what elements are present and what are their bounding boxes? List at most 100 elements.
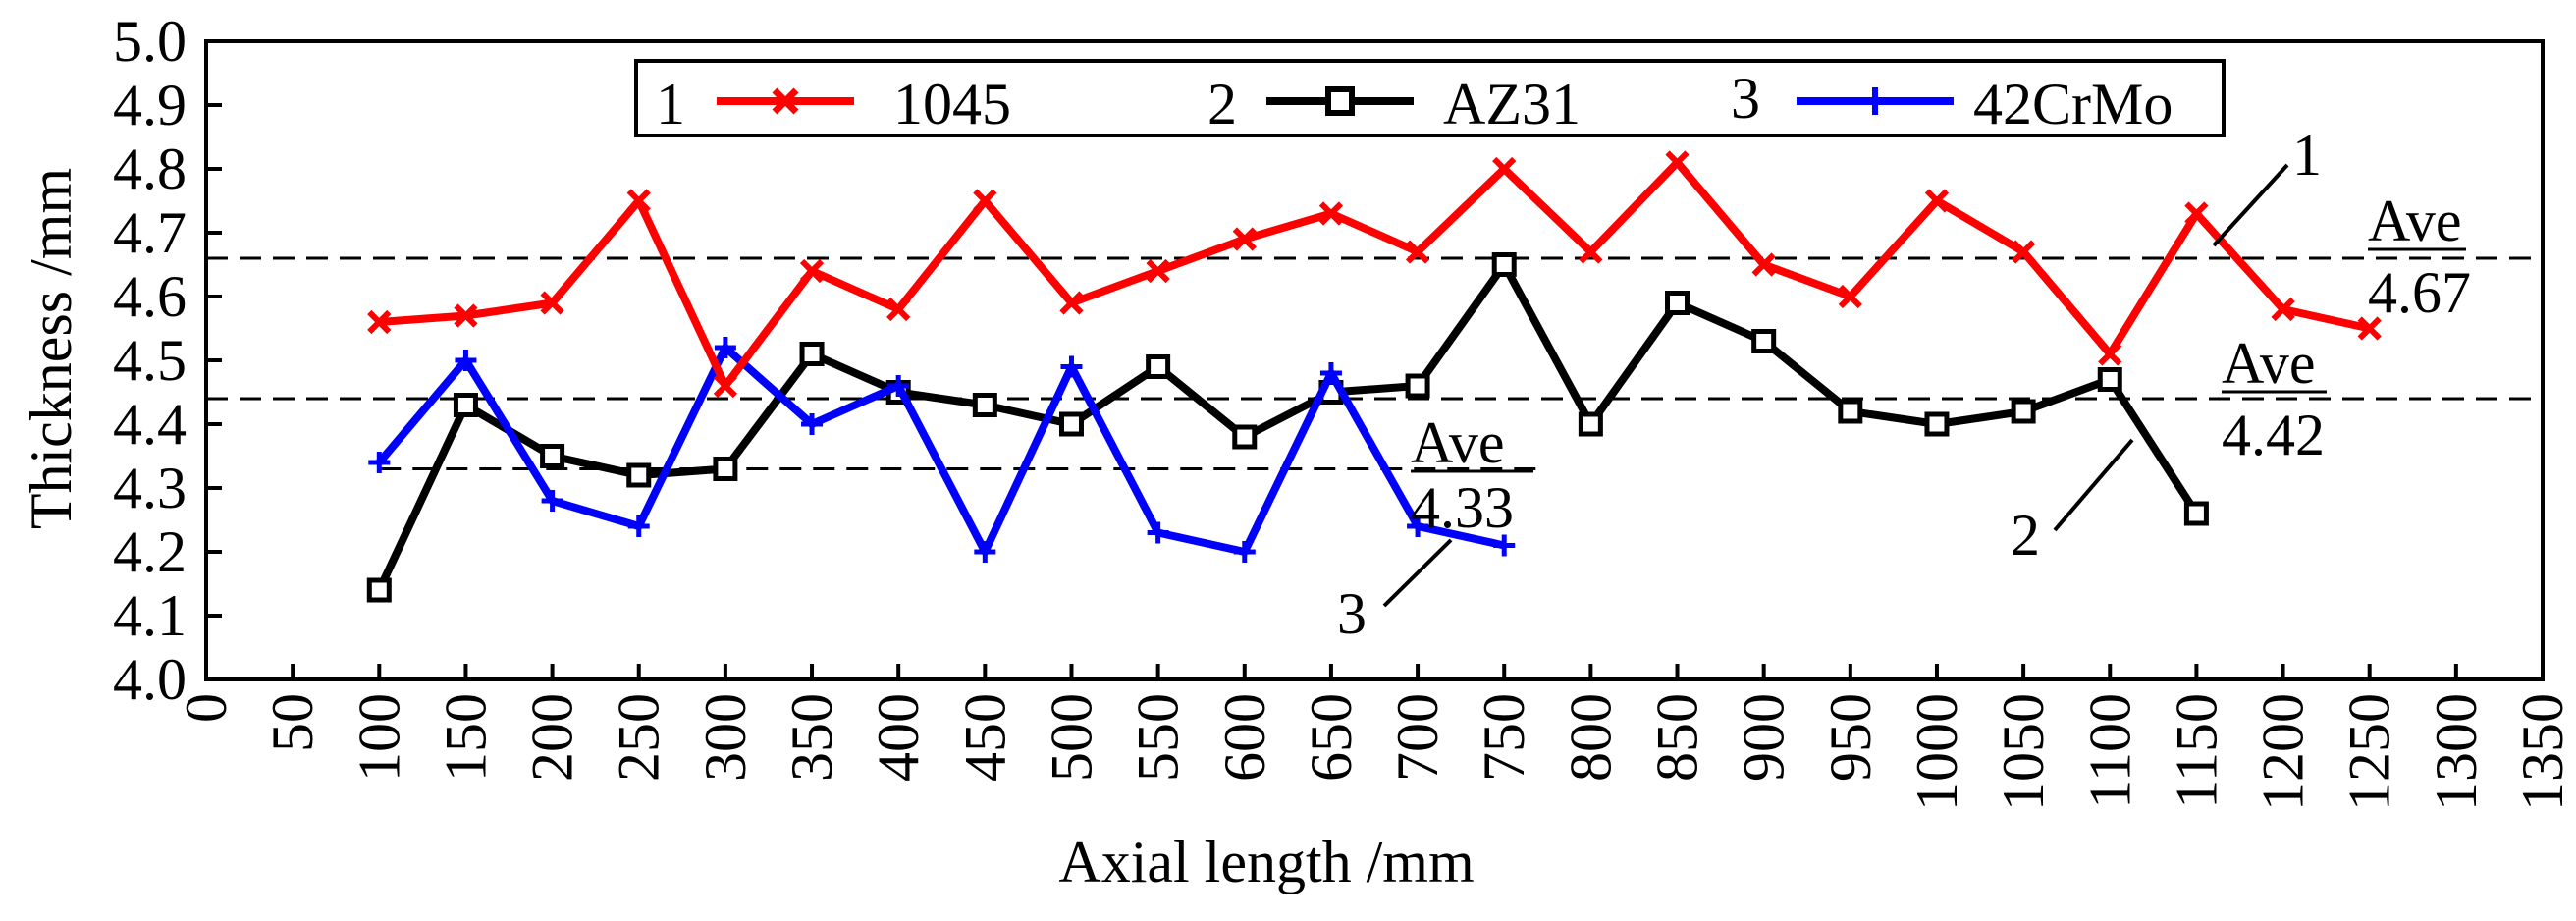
average-label-az31-title: Ave (2222, 331, 2316, 396)
x-tick-label: 600 (1212, 693, 1277, 782)
average-lines (206, 256, 2543, 470)
legend-series-1-label: 1045 (893, 72, 1011, 136)
average-label-42crmo-title: Ave (1411, 410, 1505, 475)
data-point-1045 (454, 303, 478, 328)
y-tick-label: 4.3 (113, 456, 187, 520)
callout-series-1-leader (2212, 163, 2289, 247)
marker-x-stroke (1146, 258, 1170, 284)
average-label-1045: Ave 4.67 (2368, 189, 2471, 325)
x-tick-label: 1050 (1991, 693, 2056, 811)
callout-series-3: 3 (1337, 538, 1453, 646)
marker-x-stroke (1665, 150, 1690, 175)
data-point-1045 (367, 309, 392, 335)
data-point-AZ31 (2011, 399, 2036, 424)
marker-x-stroke (2271, 297, 2295, 322)
x-tick-label: 900 (1732, 693, 1797, 782)
y-tick-label: 4.7 (113, 200, 187, 265)
data-point-AZ31 (1924, 411, 1950, 437)
data-point-1045 (2011, 240, 2036, 264)
x-tick-label: 800 (1558, 693, 1623, 782)
marker-x-stroke (1492, 156, 1517, 182)
data-point-AZ31 (366, 577, 392, 603)
marker-x-stroke (1059, 291, 1084, 315)
x-tick-label: 1150 (2164, 693, 2228, 809)
data-point-AZ31 (453, 393, 478, 417)
data-point-1045 (1318, 201, 1344, 226)
y-tick-label: 4.1 (113, 583, 187, 648)
y-tick-label: 4.9 (113, 73, 187, 137)
average-label-42crmo-value: 4.33 (1411, 475, 1514, 540)
data-point-AZ31 (1665, 291, 1690, 315)
legend-series-3-number: 3 (1731, 66, 1760, 131)
data-point-1045 (973, 189, 997, 213)
x-tick-label: 700 (1385, 693, 1450, 782)
data-point-42CrMo (801, 413, 824, 435)
callout-series-1: 1 (2212, 123, 2322, 247)
marker-x-stroke (2357, 316, 2382, 341)
y-tick-label: 4.8 (113, 136, 187, 201)
data-point-1045 (799, 258, 825, 284)
marker-x-stroke (2184, 201, 2209, 226)
y-axis-title: Thickness /mm (19, 168, 83, 529)
data-point-1045 (1579, 240, 1603, 264)
y-tick-label: 4.2 (113, 519, 187, 584)
x-tick-label: 300 (693, 693, 758, 782)
x-tick-label: 200 (520, 693, 585, 782)
data-point-42CrMo (1407, 515, 1429, 537)
data-point-42CrMo (1060, 355, 1083, 378)
marker-x-stroke (799, 258, 825, 284)
data-point-42CrMo (1233, 541, 1256, 563)
callout-series-2-label: 2 (2011, 503, 2040, 568)
legend-series-1-number: 1 (656, 72, 685, 136)
data-point-42CrMo (455, 350, 477, 371)
data-point-1045 (1751, 252, 1776, 277)
marker-x-stroke (454, 303, 478, 328)
data-point-AZ31 (626, 462, 652, 488)
callout-series-1-label: 1 (2292, 123, 2322, 188)
data-point-AZ31 (713, 457, 738, 481)
marker-x-stroke (1751, 252, 1776, 277)
data-point-AZ31 (1232, 424, 1258, 450)
data-point-AZ31 (2097, 367, 2122, 392)
data-point-AZ31 (1405, 373, 1430, 399)
data-point-AZ31 (1491, 252, 1517, 277)
x-tick-label: 150 (433, 693, 498, 782)
x-tick-label: 450 (952, 693, 1017, 782)
legend-box (634, 59, 2226, 137)
y-tick-label: 4.6 (113, 264, 187, 329)
data-point-AZ31 (1058, 411, 1084, 437)
legend: 1 1045 2 AZ31 3 42CrMo (634, 59, 2226, 137)
data-point-AZ31 (2183, 501, 2209, 526)
legend-series-1-marker-x-icon (772, 87, 799, 115)
data-point-AZ31 (799, 342, 825, 366)
x-tick-label: 100 (347, 693, 411, 782)
marker-x-stroke (1232, 227, 1257, 251)
marker-x-stroke (2098, 342, 2122, 366)
data-point-42CrMo (627, 515, 650, 537)
marker-x-stroke (1318, 201, 1344, 226)
data-point-1045 (1838, 284, 1862, 309)
marker-x-stroke (973, 189, 997, 213)
data-point-AZ31 (540, 444, 565, 468)
callout-series-2-leader (2053, 438, 2134, 532)
data-series (366, 150, 2382, 603)
legend-series-2-label: AZ31 (1443, 72, 1581, 136)
x-tick-label: 1100 (2077, 693, 2142, 809)
x-tick-label: 650 (1299, 693, 1364, 782)
average-label-1045-title: Ave (2368, 189, 2462, 253)
data-point-1045 (713, 373, 738, 399)
data-point-AZ31 (1146, 354, 1171, 379)
x-tick-label: 1350 (2510, 693, 2575, 811)
x-tick-label: 1000 (1905, 693, 1969, 811)
data-point-AZ31 (1838, 399, 1863, 424)
marker-x-stroke (2011, 240, 2036, 264)
data-point-42CrMo (1319, 362, 1342, 384)
data-point-1045 (1924, 189, 1950, 213)
data-point-1045 (1232, 227, 1257, 251)
data-point-1045 (2184, 201, 2209, 226)
y-tick-label: 4.5 (113, 328, 187, 393)
series-line-42CrMo (376, 344, 1506, 556)
data-point-42CrMo (974, 541, 996, 563)
data-point-1045 (2098, 342, 2122, 366)
average-label-42crmo: Ave 4.33 (1411, 410, 1533, 540)
